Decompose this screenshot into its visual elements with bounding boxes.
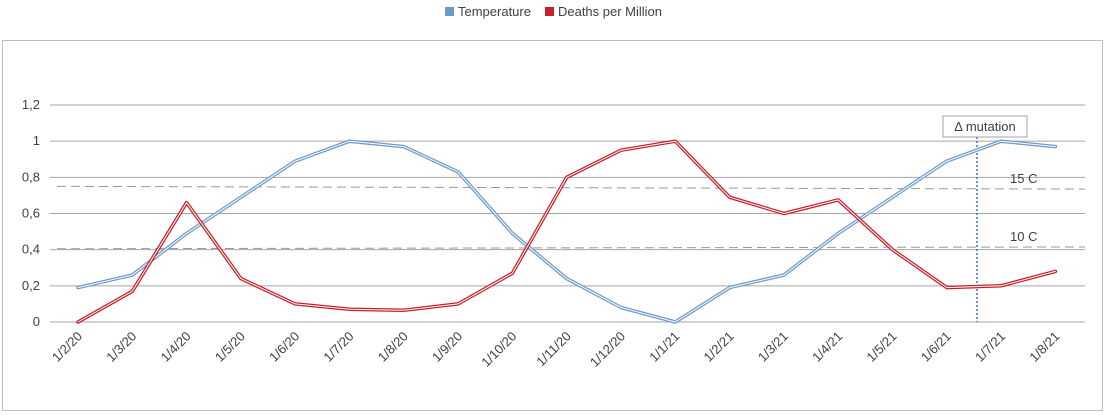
legend-item-deaths: Deaths per Million [544,3,663,19]
y-tick-label: 0,4 [22,242,40,257]
legend-label-temperature: Temperature [457,3,531,19]
x-tick-label: 1/5/21 [863,329,899,365]
legend-label-deaths: Deaths per Million [557,3,663,19]
chart-legend: Temperature Deaths per Million [0,2,1107,20]
legend-item-temperature: Temperature [444,3,531,19]
mutation-label-box [942,115,1028,138]
x-tick-label: 1/10/20 [478,329,519,370]
x-tick-label: 1/11/20 [533,329,574,370]
x-tick-label: 1/8/20 [375,329,411,365]
x-tick-label: 1/9/20 [429,329,465,365]
series-line-temperature [76,139,1058,324]
legend-swatch-temperature [444,6,454,16]
mutation-label: Δ mutation [954,119,1015,134]
x-tick-label: 1/2/20 [49,329,85,365]
y-tick-label: 1,2 [22,97,40,112]
chart-area [2,40,1103,411]
legend-swatch-deaths [544,6,554,16]
reference-line-label: 10 C [1010,229,1037,244]
y-tick-label: 0,8 [22,169,40,184]
reference-line [56,246,1086,250]
series-line-deaths-core [77,140,1056,323]
x-tick-label: 1/6/21 [918,329,954,365]
x-tick-label: 1/5/20 [212,329,248,365]
y-tick-label: 0,6 [22,206,40,221]
x-tick-label: 1/7/20 [320,329,356,365]
x-tick-label: 1/2/21 [701,329,737,365]
reference-line-label: 15 C [1010,171,1037,186]
x-tick-label: 1/3/20 [103,329,139,365]
series-line-temperature-core [77,140,1056,323]
y-tick-label: 1 [33,133,40,148]
x-tick-label: 1/12/20 [587,329,628,370]
x-tick-label: 1/4/21 [809,329,845,365]
x-tick-label: 1/7/21 [972,329,1008,365]
x-tick-label: 1/3/21 [755,329,791,365]
series-line-deaths [76,139,1058,324]
x-tick-label: 1/4/20 [158,329,194,365]
y-tick-label: 0,2 [22,278,40,293]
y-tick-label: 0 [33,314,40,329]
x-tick-label: 1/1/21 [646,329,682,365]
x-tick-label: 1/8/21 [1026,329,1062,365]
x-tick-label: 1/6/20 [266,329,302,365]
reference-line [56,185,1086,190]
